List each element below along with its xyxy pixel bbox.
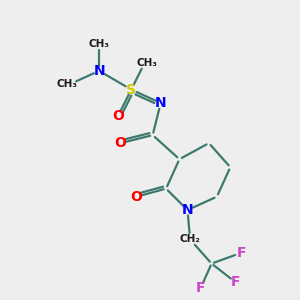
Text: N: N — [182, 203, 193, 217]
Text: O: O — [131, 190, 142, 204]
Text: S: S — [126, 82, 136, 97]
Text: CH₃: CH₃ — [137, 58, 158, 68]
Text: N: N — [93, 64, 105, 78]
Text: F: F — [236, 246, 246, 260]
Text: O: O — [112, 110, 124, 123]
Text: F: F — [231, 275, 240, 289]
Text: CH₃: CH₃ — [88, 39, 110, 49]
Text: N: N — [155, 96, 167, 110]
Text: O: O — [115, 136, 127, 150]
Text: F: F — [196, 281, 206, 295]
Text: CH₂: CH₂ — [180, 235, 201, 244]
Text: CH₃: CH₃ — [56, 79, 77, 89]
